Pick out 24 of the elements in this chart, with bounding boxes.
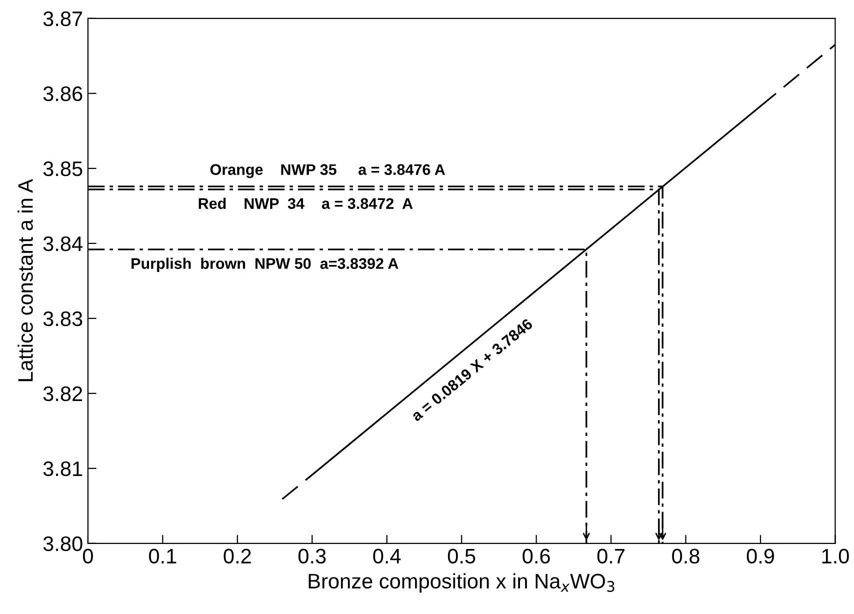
x-tick-label: 1.0 bbox=[822, 548, 849, 564]
x-tick-label: 0.4 bbox=[373, 548, 401, 564]
y-tick-label: 3.82 bbox=[43, 386, 82, 402]
x-tick-label: 0.7 bbox=[597, 548, 624, 564]
x-tick-label: 0.9 bbox=[746, 548, 774, 564]
annotation: Orange NWP 35 a = 3.8476 A bbox=[210, 164, 446, 178]
x-tick-label: 0.5 bbox=[448, 548, 476, 564]
x-tick-label: 0.3 bbox=[298, 548, 326, 564]
x-tick-label: 0.1 bbox=[149, 548, 176, 564]
y-tick-label: 3.86 bbox=[43, 86, 82, 102]
annotation: Red NWP 34 a = 3.8472 A bbox=[198, 198, 413, 209]
y-tick-label: 3.85 bbox=[43, 161, 82, 176]
x-tick-label: 0.6 bbox=[522, 548, 550, 564]
y-tick-label: 3.84 bbox=[43, 236, 82, 252]
y-tick-label: 3.80 bbox=[43, 536, 82, 552]
y-tick-label: 3.83 bbox=[43, 311, 82, 326]
y-tick-label: 3.87 bbox=[43, 11, 82, 26]
y-axis-title: Lattice constant a in A bbox=[18, 179, 33, 382]
x-tick-label: 0.8 bbox=[672, 548, 700, 564]
x-tick-label: 0 bbox=[82, 548, 93, 564]
x-tick-label: 0.2 bbox=[224, 548, 251, 564]
y-tick-label: 3.81 bbox=[43, 461, 82, 476]
annotation: Purplish brown NPW 50 a=3.8392 A bbox=[132, 258, 398, 272]
x-axis-title: Bronze composition x in Na$_{x}$WO$_{3}$ bbox=[308, 573, 614, 593]
